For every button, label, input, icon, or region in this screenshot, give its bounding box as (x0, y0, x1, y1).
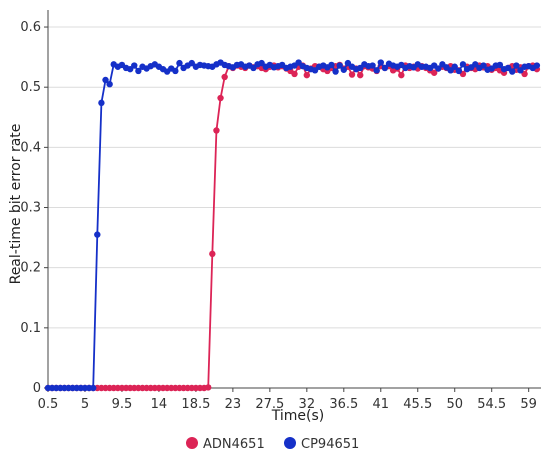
y-tick-label: 0.2 (20, 261, 41, 276)
data-point (398, 71, 405, 79)
data-point (336, 62, 343, 69)
data-point (357, 64, 364, 72)
data-point (311, 67, 319, 74)
y-tick-label: 0.4 (20, 140, 41, 155)
data-point (131, 62, 138, 69)
y-axis-title: Real-time bit error rate (8, 124, 24, 285)
data-point (89, 384, 97, 392)
data-point (176, 59, 183, 67)
y-tick-label: 0.6 (20, 20, 41, 35)
data-point (209, 250, 216, 258)
data-point (135, 67, 142, 75)
data-point (459, 61, 467, 68)
data-point (451, 63, 458, 70)
data-point (250, 64, 257, 72)
x-tick-label: 14 (151, 397, 168, 412)
legend-item-cp94651: CP94651 (284, 437, 359, 452)
data-point (513, 62, 520, 69)
data-point (205, 384, 212, 391)
y-tick-label: 0.3 (20, 201, 41, 216)
y-tick-label: 0.5 (20, 80, 41, 95)
data-point (258, 59, 265, 67)
data-point (533, 62, 541, 69)
x-tick-label: 23 (225, 397, 242, 412)
x-tick-label: 0.5 (38, 397, 59, 412)
data-point (328, 61, 335, 69)
data-point (217, 94, 224, 102)
x-tick-label: 54.5 (477, 397, 506, 412)
data-point (303, 71, 311, 79)
data-point (357, 71, 364, 79)
data-point (188, 59, 195, 67)
x-tick-label: 41 (373, 397, 390, 412)
x-tick-label: 9.5 (112, 397, 133, 412)
grid (48, 26, 541, 329)
data-point (172, 67, 179, 75)
data-point (504, 64, 512, 72)
y-tick-label: 0 (33, 381, 41, 396)
data-point (435, 65, 442, 72)
x-tick-label: 18.5 (181, 397, 210, 412)
x-axis-title: Time(s) (271, 408, 324, 424)
legend-marker (186, 437, 198, 449)
series-cp94651 (44, 59, 541, 392)
data-point (480, 62, 487, 69)
data-point (98, 99, 105, 107)
x-tick-label: 36.5 (329, 397, 358, 412)
data-point (106, 80, 113, 88)
legend-marker (284, 437, 296, 449)
data-point (517, 67, 524, 74)
data-point (381, 64, 389, 72)
data-point (221, 73, 228, 81)
data-point (291, 70, 298, 78)
data-point (377, 59, 384, 66)
data-point (94, 231, 101, 238)
y-tick-label: 0.1 (20, 321, 41, 336)
tick-labels: 0 0.1 0.2 0.3 0.4 0.5 0.6 0.5 5 9.5 14 18.5 23 27.5 32… (20, 20, 537, 412)
legend-label: ADN4651 (203, 437, 265, 452)
x-tick-label: 59 (520, 397, 537, 412)
data-point (126, 65, 134, 73)
legend-label: CP94651 (301, 437, 359, 452)
data-point (521, 70, 528, 78)
data-point (430, 69, 438, 76)
data-point (340, 66, 347, 73)
data-point (509, 68, 516, 75)
data-point (213, 127, 220, 134)
x-tick-label: 27.5 (255, 397, 284, 412)
series-adn4651 (44, 61, 541, 392)
series-layer (44, 59, 541, 392)
data-point (102, 76, 109, 84)
legend: ADN4651 CP94651 (186, 437, 359, 452)
series-line (48, 60, 538, 389)
data-point (348, 71, 356, 78)
data-point (496, 61, 504, 69)
data-point (447, 67, 454, 74)
legend-item-adn4651: ADN4651 (186, 437, 265, 452)
data-point (373, 67, 380, 74)
data-point (455, 67, 463, 75)
series-line (48, 63, 538, 389)
data-point (472, 61, 479, 68)
x-tick-label: 45.5 (403, 397, 432, 412)
x-tick-label: 32 (299, 397, 316, 412)
x-tick-label: 5 (81, 397, 89, 412)
data-point (344, 59, 352, 67)
data-point (369, 62, 376, 69)
data-point (332, 68, 339, 75)
data-point (295, 59, 302, 66)
x-tick-label: 50 (446, 397, 463, 412)
